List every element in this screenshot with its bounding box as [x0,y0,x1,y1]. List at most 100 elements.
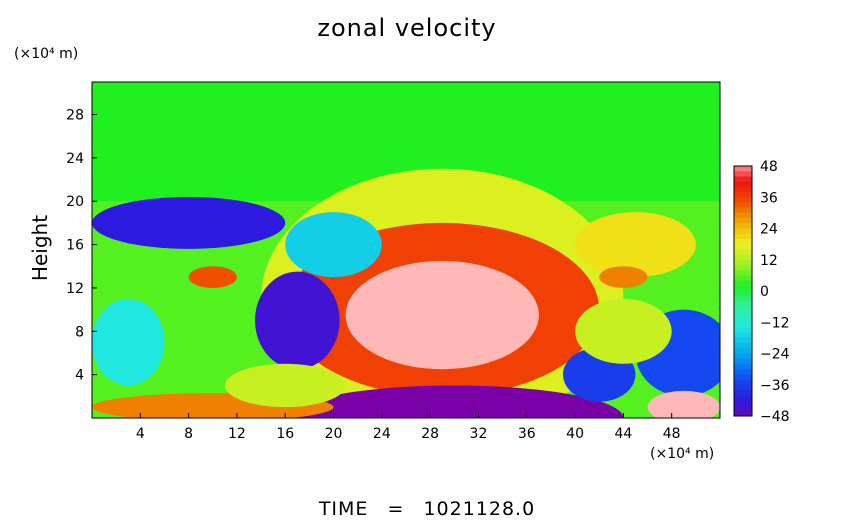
heatmap-region-14 [575,212,696,278]
colorbar-segment [734,186,752,193]
time-value: 1021128.0 [423,498,536,520]
x-tick-label: 4 [136,426,145,442]
colorbar-segment [734,244,752,250]
colorbar-segment [734,343,752,349]
colorbar-segment [734,358,752,365]
x-tick-label: 8 [184,426,193,442]
colorbar-segment [734,337,752,344]
x-tick-label: 44 [614,426,632,442]
colorbar-segment [734,228,752,235]
colorbar-frame [733,165,753,417]
y-tick-label: 20 [66,194,84,210]
x-tick-label: 32 [470,426,488,442]
y-tick-label: 16 [66,238,84,254]
y-tick-label: 12 [66,281,84,297]
colorbar: 48 36 24 12 0 −12 −24 −36 −48 [733,159,790,425]
x-tick-label: 16 [276,426,294,442]
colorbar-segment [734,379,752,386]
y-axis-unit: (×10⁴ m) [14,46,79,62]
colorbar-tick-label: 12 [760,253,778,269]
heatmap-region-5 [92,196,286,249]
y-tick-label: 8 [75,324,84,340]
colorbar-tick-label: −24 [760,347,790,363]
colorbar-segment [734,405,752,412]
colorbar-segment [734,369,752,375]
colorbar-segment [734,322,752,328]
colorbar-tick-label: −12 [760,315,790,331]
heatmap-region-11 [188,266,237,288]
colorbar-segment [734,395,752,401]
x-tick-label: 48 [663,426,681,442]
colorbar-tick-label: 48 [760,159,778,175]
colorbar-segment [734,202,752,209]
colorbar-segment [734,311,752,318]
colorbar-segment [734,181,752,188]
colorbar-segment [734,332,752,339]
x-tick-label: 12 [228,426,246,442]
heatmap-region-6 [255,271,340,370]
x-tick-label: 40 [566,426,584,442]
colorbar-segment [734,223,752,229]
colorbar-segment [734,166,752,172]
heatmap-region-4 [285,385,624,418]
heatmap-region-12 [92,298,165,386]
colorbar-segment [734,197,752,203]
colorbar-segment [734,389,752,396]
colorbar-segment [734,353,752,360]
x-tick-label: 28 [421,426,439,442]
heatmap-region-3 [345,260,539,370]
heatmap-region-15 [599,266,648,288]
colorbar-segment [734,176,752,183]
colorbar-tick-label: 36 [760,190,778,206]
heatmap-region-16 [224,363,346,408]
time-readout: TIME = 1021128.0 [0,498,854,520]
colorbar-segment [734,192,752,198]
heatmap-region-9 [647,390,720,418]
colorbar-segment [734,348,752,354]
colorbar-tick-label: −48 [760,409,790,425]
colorbar-segment [734,254,752,261]
colorbar-tick-label: 0 [760,284,769,300]
heatmap-plot [91,81,721,419]
colorbar-segment [734,306,752,313]
x-tick-label: 24 [373,426,391,442]
heatmap-region-13 [285,212,382,278]
colorbar-segment [734,212,752,219]
x-tick-label: 36 [518,426,536,442]
colorbar-segment [734,264,752,271]
y-tick-label: 28 [66,108,84,124]
colorbar-segment [734,259,752,266]
colorbar-segment [734,171,752,177]
colorbar-segment [734,218,752,224]
colorbar-segment [734,400,752,407]
colorbar-segment [734,291,752,297]
colorbar-segment [734,275,752,282]
time-label: TIME [318,498,369,520]
x-axis-unit: (×10⁴ m) [650,446,715,462]
y-tick-label: 24 [66,151,84,167]
colorbar-segment [734,233,752,240]
colorbar-segment [734,270,752,276]
colorbar-segment [734,207,752,214]
y-tick-label: 4 [75,368,84,384]
colorbar-segment [734,285,752,292]
colorbar-segment [734,280,752,287]
chart-title: zonal velocity [317,14,497,42]
colorbar-segment [734,249,752,256]
colorbar-segment [734,238,752,245]
x-tick-label: 20 [325,426,343,442]
time-equals: = [387,498,405,520]
colorbar-tick-label: −36 [760,378,790,394]
colorbar-segment [734,327,752,334]
colorbar-tick-label: 24 [760,222,778,238]
colorbar-segment [734,296,752,302]
colorbar-segment [734,363,752,370]
colorbar-segment [734,374,752,381]
heatmap-region-17 [575,298,672,364]
plot-frame [91,81,721,419]
colorbar-segment [734,301,752,308]
colorbar-segment [734,410,752,417]
colorbar-segment [734,384,752,391]
